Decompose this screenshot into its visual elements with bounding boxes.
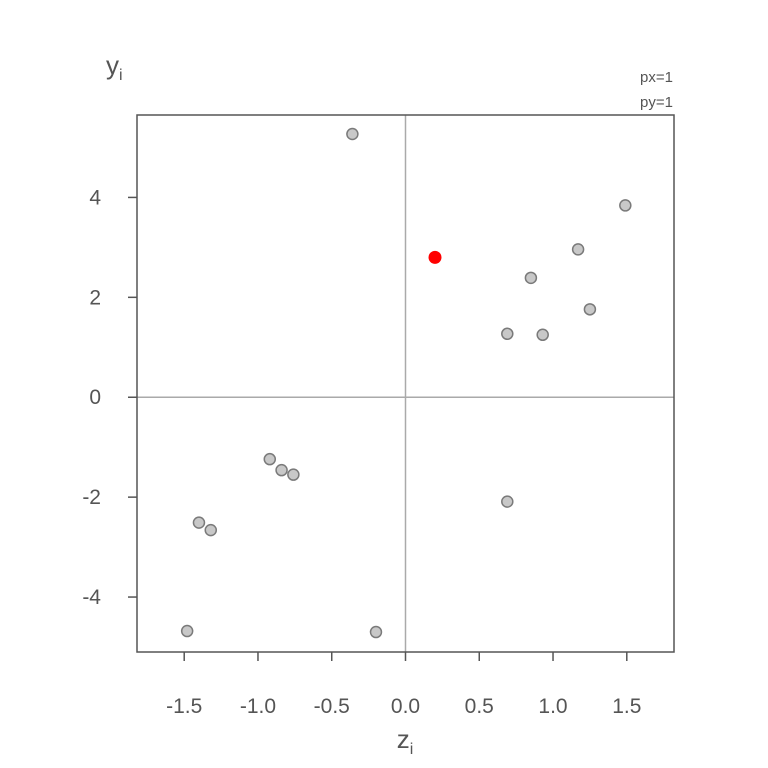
data-point (192, 516, 206, 529)
y-tick-label: -4 (82, 586, 101, 609)
data-point (275, 463, 288, 477)
data-point (583, 303, 597, 316)
data-point (180, 624, 194, 638)
y-axis: -4 -2 0 2 4 (82, 186, 137, 609)
x-tick-label: 1.5 (612, 695, 641, 718)
data-point (501, 327, 514, 341)
annotation-px: px=1 (640, 69, 673, 86)
data-point (524, 271, 538, 285)
data-point (536, 328, 549, 342)
y-tick-label: 0 (89, 386, 101, 409)
highlighted-point (428, 250, 442, 264)
data-point (501, 495, 514, 508)
data-point (204, 523, 218, 537)
x-axis-title: zi (397, 724, 414, 758)
x-tick-label: 0.0 (391, 695, 420, 718)
x-tick-label: 1.0 (538, 695, 567, 718)
data-point (346, 127, 359, 141)
data-point (571, 243, 585, 256)
data-point (263, 452, 277, 466)
data-point (619, 199, 632, 212)
data-point (287, 468, 300, 481)
data-points (180, 127, 632, 639)
y-axis-title: yi (106, 50, 123, 84)
x-axis: -1.5 -1.0 -0.5 0.0 0.5 1.0 1.5 (166, 652, 641, 718)
x-tick-label: 0.5 (465, 695, 494, 718)
annotation-py: py=1 (640, 94, 673, 111)
data-point (369, 625, 383, 639)
y-tick-label: -2 (82, 486, 101, 509)
y-tick-label: 2 (89, 286, 101, 309)
y-tick-label: 4 (89, 186, 101, 209)
x-tick-label: -1.5 (166, 695, 202, 718)
reference-lines (137, 115, 674, 652)
x-tick-label: -1.0 (240, 695, 276, 718)
x-tick-label: -0.5 (314, 695, 350, 718)
